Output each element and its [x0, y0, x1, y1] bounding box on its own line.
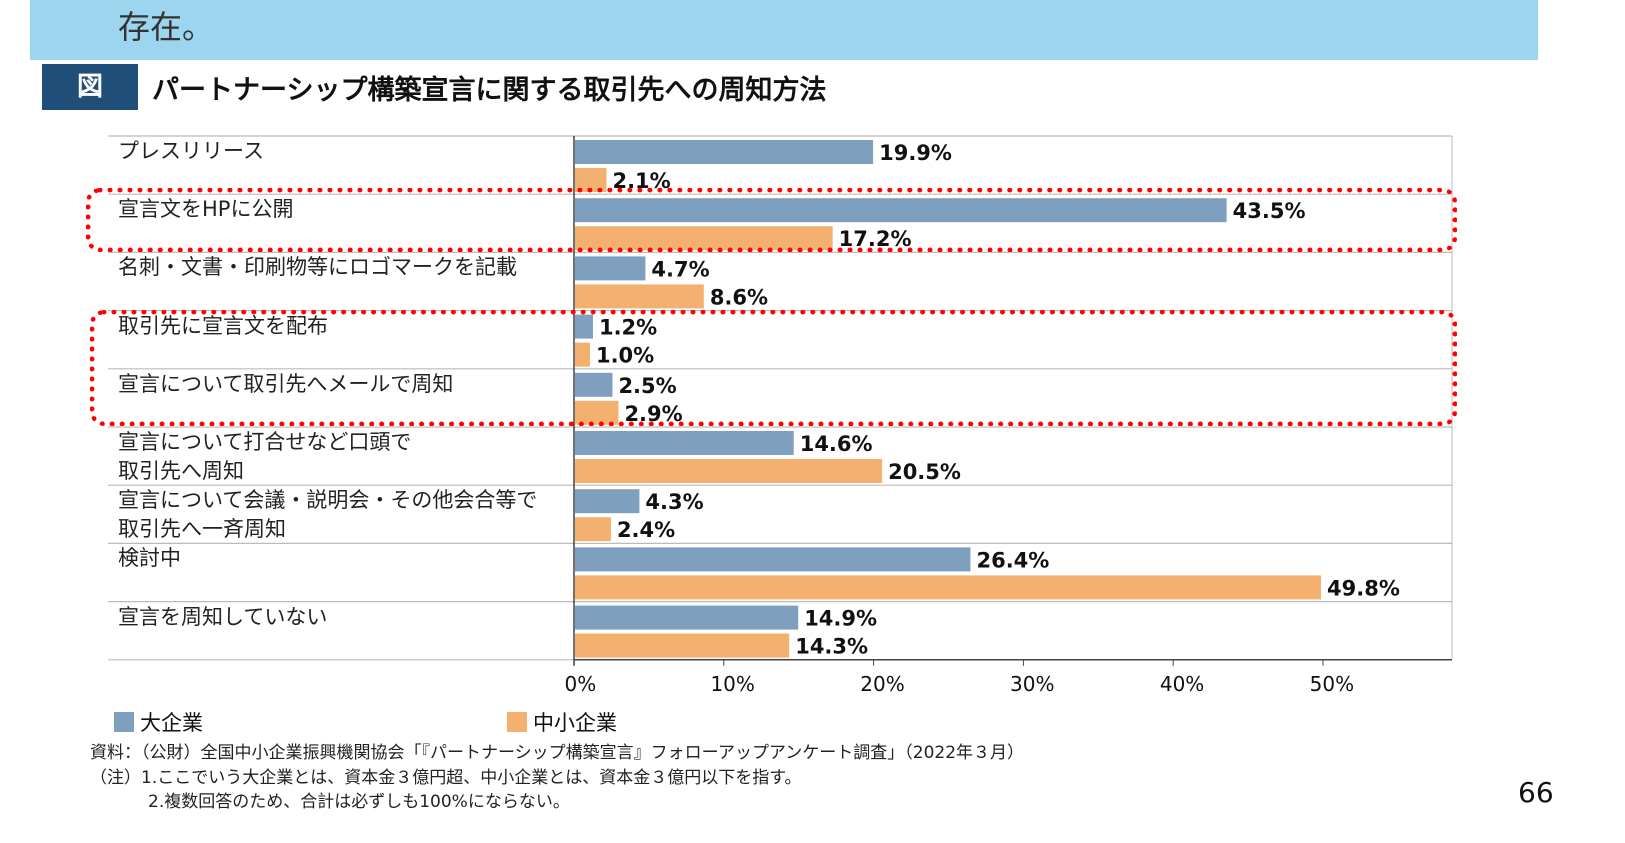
highlight-box-2 [90, 310, 1457, 426]
bar-large [575, 547, 971, 572]
header-banner: 存在。 [30, 0, 1538, 60]
bar-large [575, 314, 593, 339]
data-label: 19.9% [879, 141, 952, 165]
category-label: 宣言について取引先へメールで周知 [118, 371, 454, 396]
highlight-box-1 [86, 188, 1457, 252]
data-label: 14.9% [804, 607, 877, 631]
data-label: 20.5% [888, 460, 961, 484]
bar-sme [575, 633, 790, 658]
category-label: 取引先に宣言文を配布 [118, 313, 328, 338]
source-note: 資料：（公財）全国中小企業振興機関協会「『パートナーシップ構築宣言』フォローアッ… [90, 743, 1025, 763]
bar-sme [575, 400, 619, 425]
category-label: 検討中 [118, 546, 181, 571]
data-label: 1.0% [596, 344, 654, 368]
category-label: プレスリリース [118, 139, 264, 163]
bar-sme [575, 517, 611, 542]
note-2: 2.複数回答のため、合計は必ずしも100%にならない。 [148, 792, 570, 812]
chart-title: パートナーシップ構築宣言に関する取引先への周知方法 [152, 75, 827, 106]
legend-item-large: 大企業 [114, 707, 203, 737]
data-label: 4.3% [645, 490, 703, 514]
data-label: 4.7% [651, 257, 709, 281]
category-label: 名刺・文書・印刷物等にロゴマークを記載 [118, 255, 517, 280]
bar-large [575, 489, 640, 514]
x-tick-label: 50% [1309, 672, 1355, 696]
category-label: 宣言を周知していない [118, 604, 328, 629]
bar-large [575, 605, 799, 630]
bar-sme [575, 226, 833, 251]
legend-swatch [507, 712, 527, 732]
data-label: 8.6% [710, 285, 768, 309]
bar-large [575, 140, 874, 164]
bar-large [575, 431, 794, 455]
page-number: 66 [1518, 776, 1554, 809]
data-label: 26.4% [976, 548, 1049, 572]
category-label: 宣言について会議・説明会・その他会合等で 取引先へ一斉周知 [118, 488, 538, 542]
bar-large [575, 372, 613, 397]
banner-text: 存在。 [118, 8, 215, 46]
data-label: 49.8% [1327, 576, 1400, 600]
x-tick-label: 20% [860, 672, 905, 696]
legend-item-sme: 中小企業 [507, 707, 617, 737]
bar-sme [575, 575, 1322, 600]
bar-large [575, 198, 1227, 223]
data-label: 1.2% [599, 316, 657, 340]
bar-sme [575, 459, 883, 483]
x-tick-label: 0% [564, 672, 597, 696]
category-label: 宣言文をHPに公開 [118, 197, 294, 222]
figure-tag: 図 [42, 64, 138, 110]
x-tick-label: 40% [1159, 672, 1205, 696]
bar-sme [575, 342, 590, 367]
data-label: 14.6% [800, 432, 873, 456]
bar-sme [575, 284, 704, 309]
legend-label: 中小企業 [533, 711, 617, 735]
data-label: 2.4% [617, 518, 675, 542]
data-label: 43.5% [1233, 199, 1306, 223]
bar-large [575, 256, 646, 281]
legend-swatch [114, 712, 134, 732]
data-label: 2.5% [618, 374, 676, 398]
data-label: 14.3% [795, 635, 868, 659]
legend-label: 大企業 [140, 711, 203, 735]
category-label: 宣言について打合せなど口頭で 取引先へ周知 [118, 430, 412, 483]
x-tick-label: 10% [710, 672, 755, 696]
note-1: （注）1.ここでいう大企業とは、資本金３億円超、中小企業とは、資本金３億円以下を… [90, 768, 802, 788]
x-tick-label: 30% [1010, 672, 1055, 696]
